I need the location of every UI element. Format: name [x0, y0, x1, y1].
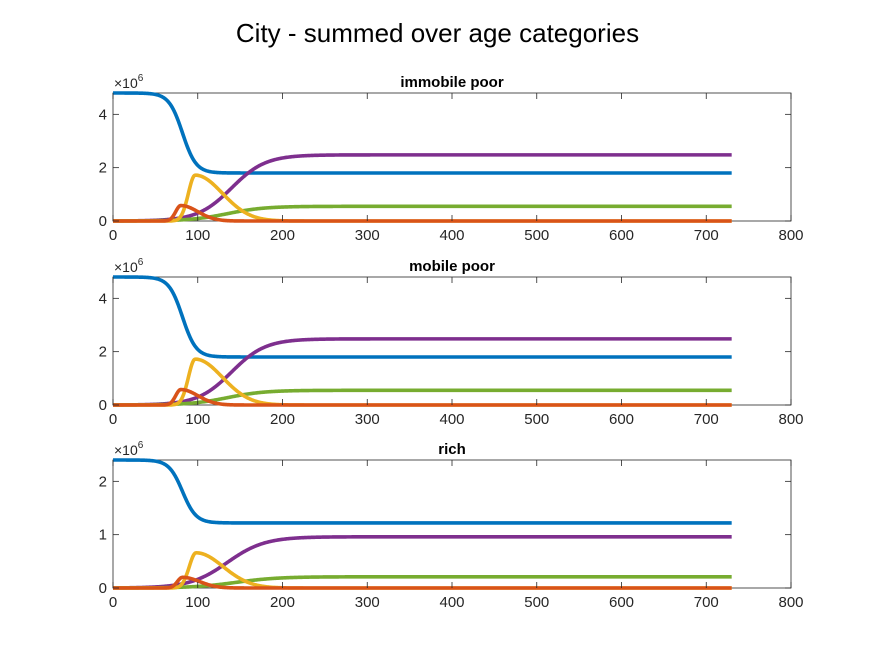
y-tick-label: 2 — [99, 160, 107, 177]
x-tick-label: 600 — [609, 594, 634, 611]
x-tick-label: 500 — [524, 227, 549, 244]
x-tick-label: 200 — [270, 227, 295, 244]
series-line-2 — [113, 153, 733, 223]
x-tick-label: 500 — [524, 411, 549, 428]
y-tick-label: 2 — [99, 473, 107, 490]
x-tick-label: 700 — [694, 227, 719, 244]
series-line-2 — [113, 535, 733, 590]
x-tick-label: 400 — [439, 227, 464, 244]
x-tick-label: 600 — [609, 227, 634, 244]
y-tick-label: 0 — [99, 397, 107, 414]
x-tick-label: 800 — [778, 594, 803, 611]
y-exponent-label: ×106 — [114, 440, 144, 458]
y-exponent-label: ×106 — [114, 257, 144, 275]
series-line-5 — [113, 387, 733, 407]
x-tick-label: 800 — [778, 411, 803, 428]
y-tick-label: 4 — [99, 106, 107, 123]
x-tick-label: 0 — [109, 594, 117, 611]
plot-area — [112, 92, 792, 222]
x-tick-label: 500 — [524, 594, 549, 611]
x-tick-label: 0 — [109, 411, 117, 428]
subplot-mobile-poor: 0 100 200 300 400 500 600 700 800 0 2 4 ×106 mobile p… — [99, 257, 804, 428]
x-tick-label: 100 — [185, 227, 210, 244]
x-tick-label: 300 — [355, 411, 380, 428]
x-tick-label: 300 — [355, 594, 380, 611]
x-tick-label: 400 — [439, 411, 464, 428]
x-tick-label: 100 — [185, 411, 210, 428]
x-tick-label: 700 — [694, 411, 719, 428]
y-tick-label: 0 — [99, 580, 107, 597]
y-exponent-label: ×106 — [114, 73, 144, 91]
x-tick-label: 200 — [270, 411, 295, 428]
series-line-5 — [113, 575, 733, 590]
x-tick-label: 100 — [185, 594, 210, 611]
series-line-3 — [113, 388, 733, 407]
y-tick-label: 1 — [99, 527, 107, 544]
x-tick-label: 200 — [270, 594, 295, 611]
subplot-title-mobile-poor: mobile poor — [409, 258, 495, 275]
series-line-3 — [113, 204, 733, 223]
x-tick-label: 700 — [694, 594, 719, 611]
figure-title: City - summed over age categories — [235, 18, 640, 48]
subplot-title-immobile-poor: immobile poor — [400, 74, 504, 91]
series-line-1 — [113, 91, 733, 175]
subplot-rich: 0 100 200 300 400 500 600 700 800 0 1 2 ×106 rich — [99, 440, 804, 611]
series-line-2 — [113, 337, 733, 407]
x-tick-label: 600 — [609, 411, 634, 428]
x-tick-label: 800 — [778, 227, 803, 244]
series-line-5 — [113, 203, 733, 223]
x-tick-label: 400 — [439, 594, 464, 611]
plot-area — [112, 276, 792, 406]
y-tick-label: 0 — [99, 213, 107, 230]
subplot-title-rich: rich — [438, 441, 466, 458]
series-line-1 — [113, 275, 733, 359]
series-line-1 — [113, 458, 733, 525]
x-tick-label: 0 — [109, 227, 117, 244]
x-tick-label: 300 — [355, 227, 380, 244]
y-tick-label: 2 — [99, 344, 107, 361]
subplot-immobile-poor: 0 100 200 300 400 500 600 700 800 0 2 4 ×106 immobile… — [99, 73, 804, 244]
y-tick-label: 4 — [99, 290, 107, 307]
